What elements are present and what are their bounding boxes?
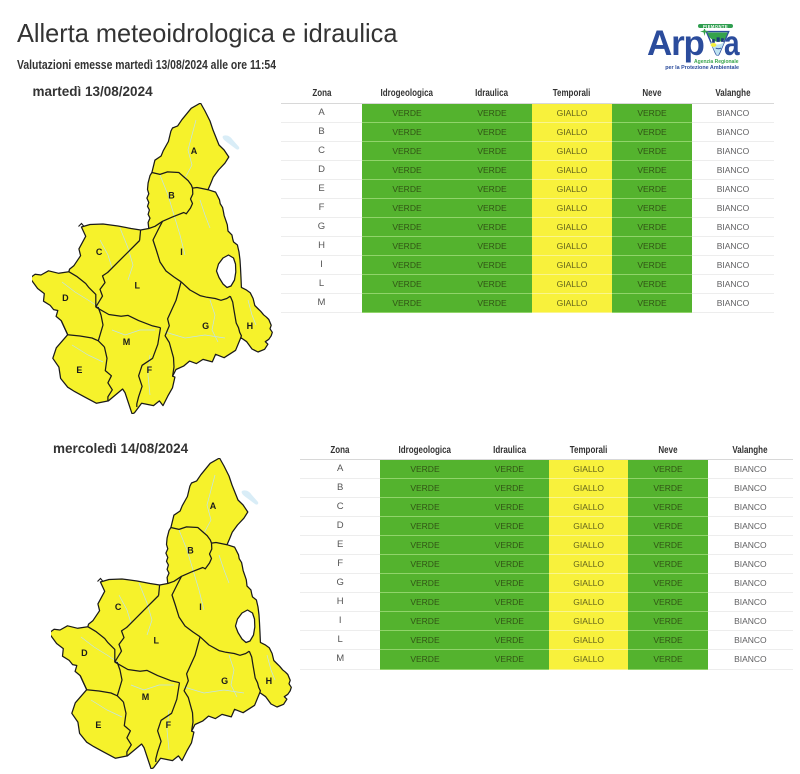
svg-text:D: D bbox=[81, 647, 88, 657]
svg-text:M: M bbox=[123, 337, 131, 347]
svg-text:H: H bbox=[247, 321, 254, 331]
svg-text:L: L bbox=[135, 281, 141, 291]
svg-text:L: L bbox=[153, 635, 159, 645]
svg-text:F: F bbox=[147, 365, 153, 375]
svg-text:A: A bbox=[191, 146, 198, 156]
svg-text:G: G bbox=[221, 675, 228, 685]
svg-text:C: C bbox=[96, 247, 103, 257]
svg-text:H: H bbox=[265, 675, 272, 685]
svg-text:I: I bbox=[199, 601, 202, 611]
svg-text:E: E bbox=[76, 365, 82, 375]
svg-text:M: M bbox=[141, 692, 149, 702]
svg-text:C: C bbox=[114, 601, 121, 611]
svg-text:D: D bbox=[62, 293, 69, 303]
svg-text:E: E bbox=[95, 720, 101, 730]
svg-text:G: G bbox=[202, 321, 209, 331]
svg-text:B: B bbox=[187, 545, 194, 555]
svg-text:F: F bbox=[165, 720, 171, 730]
svg-text:I: I bbox=[180, 247, 183, 257]
svg-text:A: A bbox=[209, 501, 216, 511]
svg-text:B: B bbox=[168, 191, 175, 201]
